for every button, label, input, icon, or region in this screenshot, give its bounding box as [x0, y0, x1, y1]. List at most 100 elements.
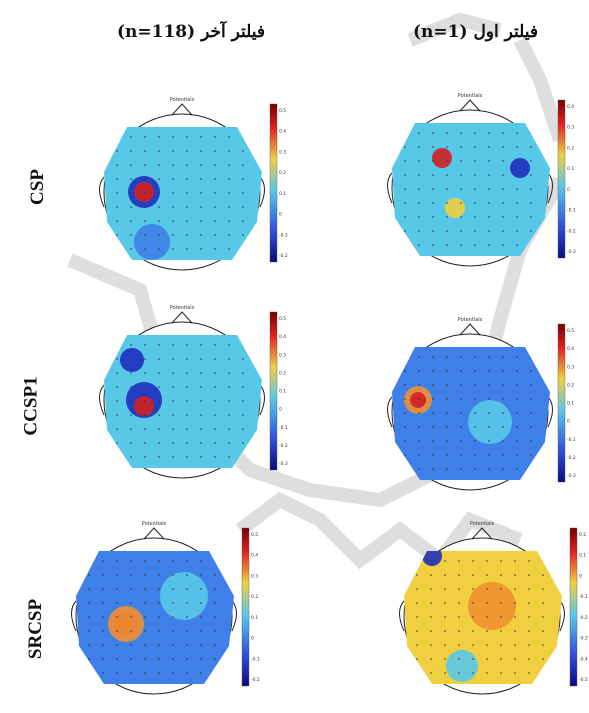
electrode-dot	[158, 248, 160, 250]
electrode-dot	[404, 468, 406, 470]
electrode-dot	[418, 174, 420, 176]
electrode-dot	[460, 244, 462, 246]
electrode-dot	[458, 574, 460, 576]
electrode-dot	[186, 400, 188, 402]
electrode-dot	[528, 560, 530, 562]
colorbar-tick: 0.4	[251, 553, 258, 559]
electrode-dot	[500, 644, 502, 646]
electrode-dot	[242, 192, 244, 194]
electrode-dot	[458, 672, 460, 674]
electrode-dot	[130, 644, 132, 646]
electrode-dot	[116, 602, 118, 604]
topomap-srcsp-last: Potentials 0.5 0.4 0.3 0.2 0.1 0 -0.1 -0.2	[64, 516, 264, 696]
electrode-dot	[444, 602, 446, 604]
electrode-dot	[446, 398, 448, 400]
electrode-dot	[430, 644, 432, 646]
electrode-dot	[172, 136, 174, 138]
electrode-dot	[116, 192, 118, 194]
electrode-dot	[144, 442, 146, 444]
electrode-dot	[214, 206, 216, 208]
electrode-dot	[458, 588, 460, 590]
electrode-dot	[460, 370, 462, 372]
electrode-dot	[186, 136, 188, 138]
map-title: Potentials	[458, 93, 483, 99]
electrode-dot	[542, 560, 544, 562]
colorbar-tick: 0.2	[279, 370, 286, 376]
electrode-dot	[200, 456, 202, 458]
electrode-dot	[228, 192, 230, 194]
electrode-dot	[488, 426, 490, 428]
electrode-dot	[102, 672, 104, 674]
electrode-dot	[472, 616, 474, 618]
electrode-dot	[486, 672, 488, 674]
electrode-dot	[214, 414, 216, 416]
electrode-dot	[460, 216, 462, 218]
electrode-dot	[116, 206, 118, 208]
electrode-dot	[432, 440, 434, 442]
electrode-dot	[488, 468, 490, 470]
electrode-dot	[404, 188, 406, 190]
electrode-dot	[458, 602, 460, 604]
electrode-dot	[460, 384, 462, 386]
topomap-ccsp1-first: Potentials 0.5 0.4 0.3 0.2 0.1 0 -0.1 -0.2 -0.3	[380, 312, 580, 492]
electrode-dot	[430, 658, 432, 660]
electrode-dot	[172, 644, 174, 646]
electrode-dot	[214, 234, 216, 236]
nose	[171, 311, 193, 324]
electrode-dot	[404, 440, 406, 442]
electrode-dot	[130, 372, 132, 374]
electrode-dot	[486, 658, 488, 660]
electrode-dot	[516, 132, 518, 134]
colorbar-tick: -0.2	[567, 228, 576, 234]
electrode-dot	[500, 560, 502, 562]
electrode-dot	[432, 412, 434, 414]
electrode-dot	[158, 456, 160, 458]
heat-background	[76, 551, 234, 684]
electrode-dot	[502, 188, 504, 190]
electrode-dot	[446, 188, 448, 190]
electrode-dot	[444, 644, 446, 646]
electrode-dot	[144, 178, 146, 180]
electrode-dot	[130, 178, 132, 180]
electrode-dot	[116, 164, 118, 166]
colorbar-tick: 0.2	[567, 145, 574, 151]
electrode-dot	[102, 658, 104, 660]
topomap-svg: Potentials 0.4 0.3 0.2 0.1 0 -0.1 -0.2 -0.3	[387, 93, 576, 267]
electrode-dot	[432, 454, 434, 456]
electrode-dot	[172, 400, 174, 402]
electrode-dot	[516, 468, 518, 470]
electrode-dot	[474, 202, 476, 204]
colorbar-tick: 0.3	[567, 364, 574, 370]
electrode-dot	[502, 356, 504, 358]
colorbar-tick: 0.1	[279, 389, 286, 395]
electrode-dot	[158, 560, 160, 562]
colorbar-tick: 0.4	[567, 104, 574, 110]
electrode-dot	[172, 248, 174, 250]
electrode-dot	[474, 174, 476, 176]
electrode-dot	[88, 672, 90, 674]
electrode-dot	[200, 616, 202, 618]
electrode-dot	[516, 230, 518, 232]
colorbar-tick: 0.1	[279, 191, 286, 197]
electrode-dot	[116, 136, 118, 138]
electrode-dot	[488, 216, 490, 218]
electrode-dot	[446, 440, 448, 442]
heat-blob	[432, 148, 452, 168]
electrode-dot	[130, 414, 132, 416]
electrode-dot	[214, 248, 216, 250]
electrode-dot	[186, 428, 188, 430]
electrode-dot	[418, 454, 420, 456]
electrode-dot	[200, 442, 202, 444]
electrode-dot	[130, 344, 132, 346]
electrode-dot	[472, 672, 474, 674]
electrode-dot	[158, 150, 160, 152]
electrode-dot	[242, 164, 244, 166]
electrode-dot	[144, 136, 146, 138]
electrode-dot	[186, 178, 188, 180]
electrode-dot	[158, 192, 160, 194]
electrode-dot	[502, 454, 504, 456]
electrode-dot	[488, 160, 490, 162]
electrode-dot	[418, 412, 420, 414]
electrode-dot	[144, 672, 146, 674]
electrode-dot	[200, 574, 202, 576]
